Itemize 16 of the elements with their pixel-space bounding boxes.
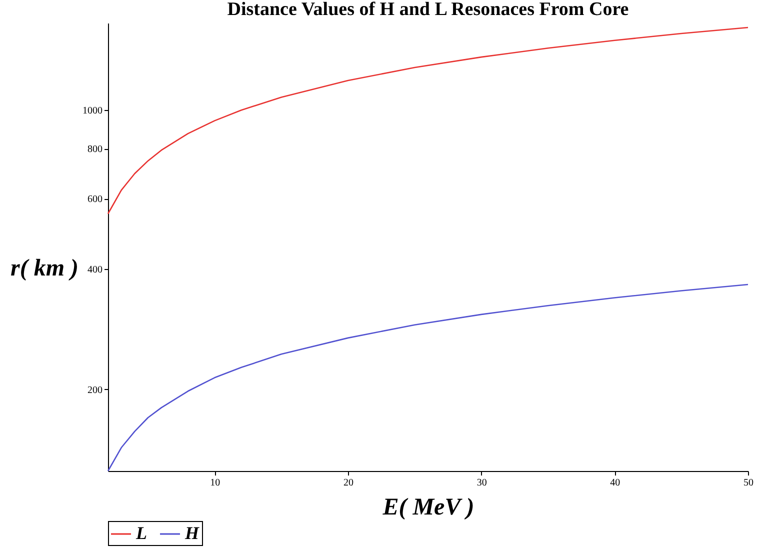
y-tick-label: 600 xyxy=(88,194,102,206)
y-tick-label: 800 xyxy=(88,144,102,156)
x-axis-title: E( MeV ) xyxy=(382,494,474,520)
y-tick-label: 1000 xyxy=(82,105,102,116)
x-tick-label: 40 xyxy=(610,478,620,488)
y-tick-label: 200 xyxy=(88,384,102,396)
y-axis-title: r( km ) xyxy=(10,256,78,282)
y-tick-label: 400 xyxy=(88,264,102,276)
line-series xyxy=(107,26,749,214)
legend-label: L xyxy=(135,523,147,543)
x-tick-label: 10 xyxy=(210,478,220,488)
x-tick-label: 30 xyxy=(476,478,487,488)
chart-title: Distance Values of H and L Resonaces From Core xyxy=(227,0,629,20)
x-tick-label: 20 xyxy=(344,478,354,488)
legend-label: H xyxy=(184,523,200,543)
x-tick-label: 50 xyxy=(744,478,754,488)
